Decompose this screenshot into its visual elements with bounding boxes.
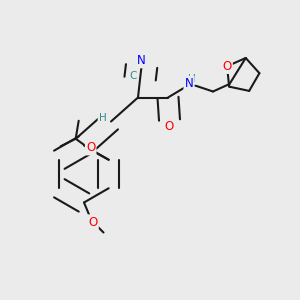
Text: O: O xyxy=(88,215,98,229)
Text: C: C xyxy=(130,70,137,81)
Text: O: O xyxy=(222,60,232,73)
Text: N: N xyxy=(137,54,146,67)
Text: N: N xyxy=(184,77,194,90)
Text: H: H xyxy=(188,74,196,84)
Text: O: O xyxy=(165,120,174,133)
Text: H: H xyxy=(99,113,106,123)
Text: O: O xyxy=(86,141,95,154)
